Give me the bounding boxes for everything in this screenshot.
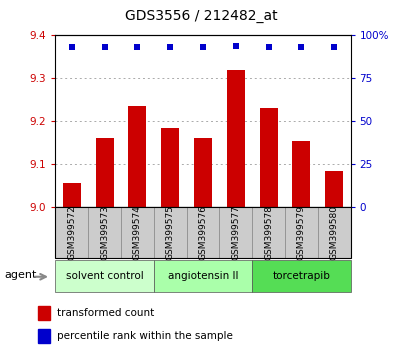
Bar [55,207,88,258]
Bar [38,306,50,320]
Bar [128,106,146,207]
Bar [88,207,121,258]
Text: GSM399575: GSM399575 [165,205,174,260]
Bar [324,171,342,207]
Bar [284,207,317,258]
Bar [292,141,310,207]
Point [297,45,304,50]
Text: GSM399574: GSM399574 [133,205,142,260]
Point [166,45,173,50]
Point [199,45,206,50]
Bar [219,207,252,258]
Bar [121,207,153,258]
Text: GSM399580: GSM399580 [329,205,338,260]
Text: GSM399577: GSM399577 [231,205,240,260]
Bar [259,108,277,207]
Bar [38,329,50,343]
Text: solvent control: solvent control [65,271,143,281]
Text: GSM399572: GSM399572 [67,205,76,260]
Point [232,43,238,48]
Point [134,45,140,50]
Text: GSM399578: GSM399578 [263,205,272,260]
Text: agent: agent [4,270,37,280]
Bar [186,207,219,258]
Text: torcetrapib: torcetrapib [272,271,330,281]
Text: GSM399579: GSM399579 [296,205,305,260]
Bar [252,207,284,258]
Bar [153,207,186,258]
Bar [226,70,244,207]
Bar [161,128,179,207]
Text: GSM399573: GSM399573 [100,205,109,260]
Point [68,45,75,50]
Bar [95,138,113,207]
Bar [63,183,81,207]
Bar [153,260,252,292]
Text: percentile rank within the sample: percentile rank within the sample [56,331,232,341]
Point [265,45,271,50]
Bar [252,260,350,292]
Text: transformed count: transformed count [56,308,153,318]
Bar [193,138,211,207]
Point [101,45,108,50]
Bar [55,260,153,292]
Point [330,45,337,50]
Text: GSM399576: GSM399576 [198,205,207,260]
Bar [317,207,350,258]
Text: angiotensin II: angiotensin II [167,271,238,281]
Text: GDS3556 / 212482_at: GDS3556 / 212482_at [124,9,276,23]
